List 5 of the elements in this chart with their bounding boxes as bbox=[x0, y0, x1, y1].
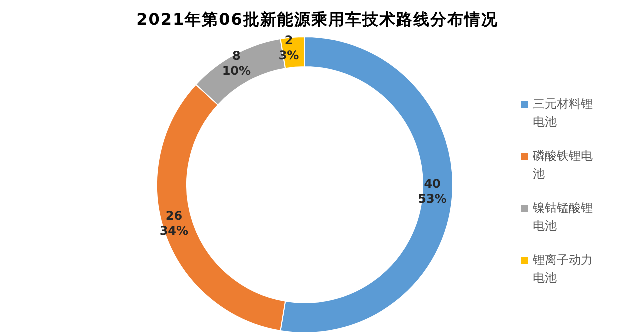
legend-label: 磷酸铁锂电池 bbox=[533, 148, 594, 183]
legend-label: 三元材料锂电池 bbox=[533, 96, 594, 131]
legend-label: 锂离子动力电池 bbox=[533, 252, 594, 287]
chart-title: 2021年第06批新能源乘用车技术路线分布情况 bbox=[136, 10, 500, 31]
legend-label: 镍钴锰酸锂电池 bbox=[533, 200, 594, 235]
